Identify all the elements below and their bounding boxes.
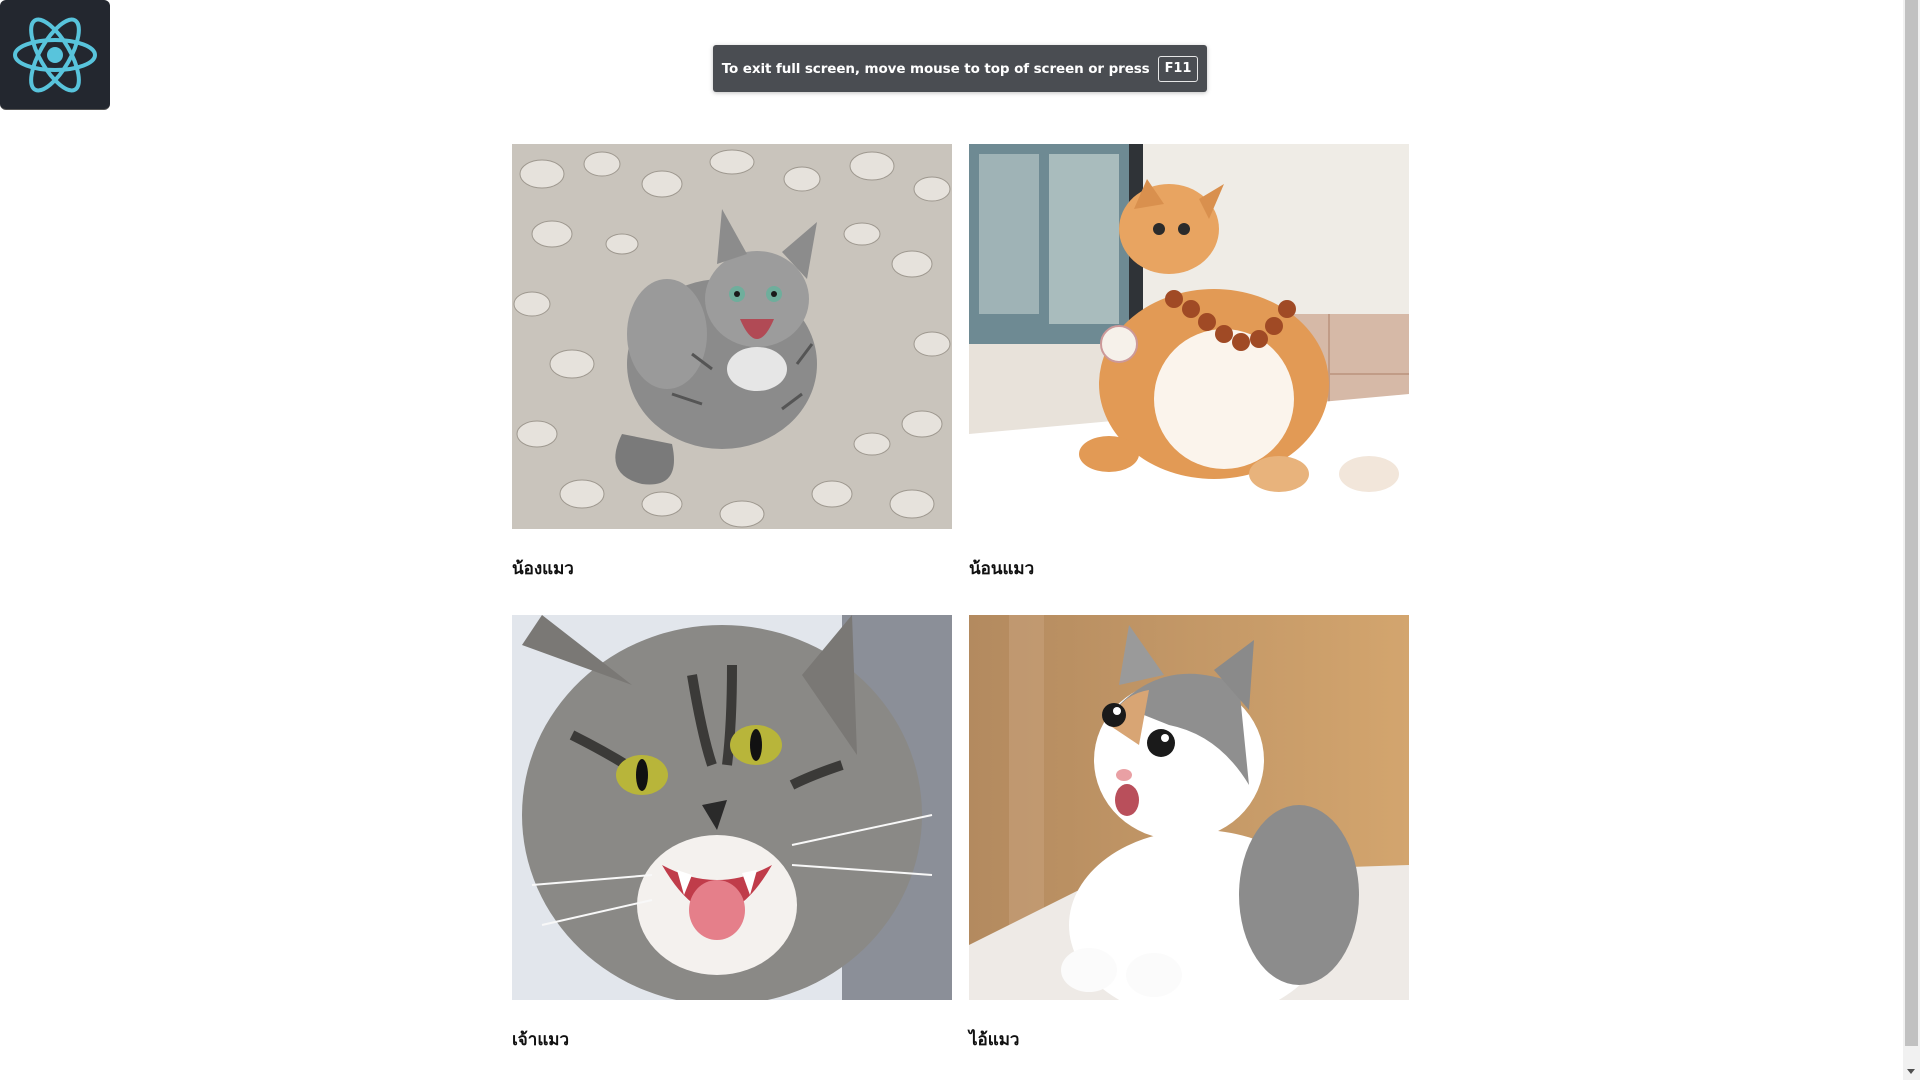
cat-caption: น้องแมว	[512, 559, 574, 579]
react-atom-icon	[13, 17, 97, 92]
cat-caption: เจ้าแมว	[512, 1030, 570, 1050]
cat-photo-angry-tabby[interactable]	[512, 615, 952, 1000]
cat-caption: น้อนแมว	[969, 559, 1035, 579]
cat-caption: ไอ้แมว	[969, 1030, 1020, 1050]
scroll-down-arrow-icon[interactable]	[1907, 1069, 1915, 1074]
f11-key-badge: F11	[1157, 55, 1199, 82]
fullscreen-exit-toast: To exit full screen, move mouse to top o…	[713, 45, 1207, 92]
cat-photo-orange[interactable]	[969, 144, 1409, 529]
fullscreen-toast-message: To exit full screen, move mouse to top o…	[721, 60, 1150, 77]
gallery-card[interactable]: เจ้าแมว	[512, 615, 952, 1050]
gallery-card[interactable]: น้อนแมว	[969, 144, 1409, 579]
gallery-card[interactable]: น้องแมว	[512, 144, 952, 579]
scrollbar-thumb[interactable]	[1905, 0, 1918, 1046]
cat-gallery: น้องแมว	[512, 144, 1409, 1050]
cat-photo-gravel[interactable]	[512, 144, 952, 529]
vertical-scrollbar[interactable]	[1903, 0, 1920, 1080]
cat-photo-surprised-kitten[interactable]	[969, 615, 1409, 1000]
gallery-card[interactable]: ไอ้แมว	[969, 615, 1409, 1050]
react-logo-icon[interactable]	[0, 0, 110, 110]
